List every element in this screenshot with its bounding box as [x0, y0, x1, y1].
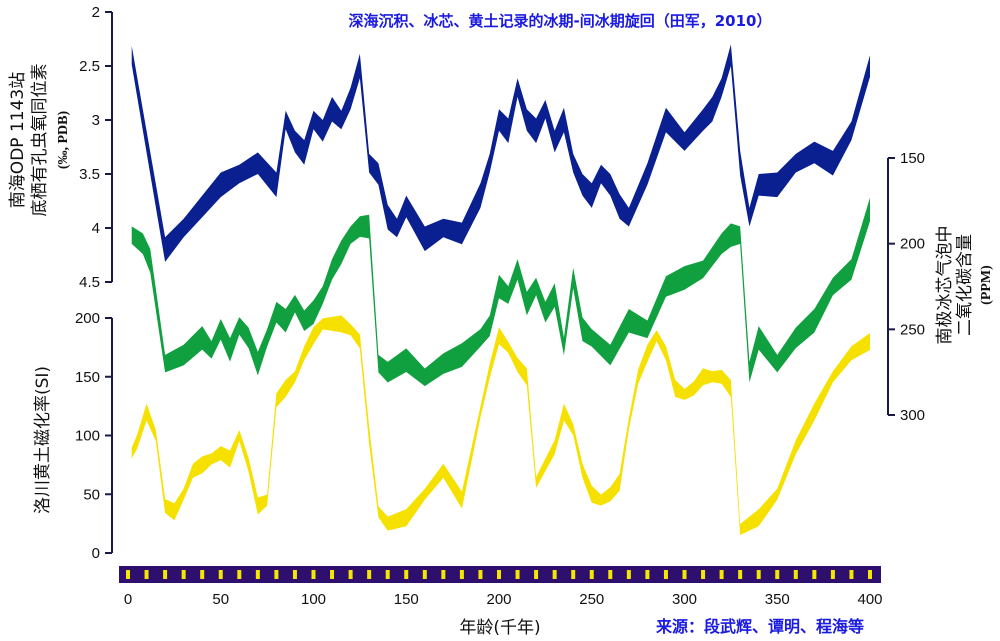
- timeline-marker: [868, 570, 872, 579]
- y-tick-label: 150: [900, 150, 925, 167]
- y-tick-label: 3.5: [79, 166, 100, 183]
- x-tick-label: 100: [301, 591, 326, 608]
- timeline-marker: [756, 570, 761, 579]
- timeline-marker: [571, 570, 576, 579]
- right-axis-label: 南极冰芯气泡中 二氧化碳含量 (PPM): [935, 226, 994, 345]
- timeline-marker: [311, 570, 316, 579]
- timeline-marker: [348, 570, 353, 579]
- y-tick-label: 200: [900, 236, 925, 253]
- left-top-axis-label-line1: 南海ODP 1143站: [8, 72, 28, 208]
- timeline-marker: [812, 570, 817, 579]
- y-tick-label: 200: [75, 310, 100, 327]
- timeline-marker: [274, 570, 279, 579]
- y-tick-label: 4: [92, 220, 100, 237]
- timeline-marker: [682, 570, 687, 579]
- x-tick-label: 150: [394, 591, 419, 608]
- left-top-axis-unit: (‰, PDB): [56, 111, 71, 170]
- timeline-marker: [292, 570, 297, 579]
- timeline-marker: [144, 570, 149, 579]
- right-axis-label-line2: 二氧化碳含量: [955, 234, 975, 336]
- timeline-marker: [515, 570, 520, 579]
- timeline-marker: [404, 570, 409, 579]
- timeline-marker: [330, 570, 335, 579]
- timeline-marker: [701, 570, 706, 579]
- timeline-marker: [497, 570, 501, 579]
- x-tick-label: 50: [212, 591, 229, 608]
- timeline-marker: [552, 570, 557, 579]
- series-layer: [131, 44, 870, 536]
- left-top-axis-label: 南海ODP 1143站 底栖有孔虫氧同位素 (‰, PDB): [8, 64, 71, 217]
- axis-left-bottom: 0 50 100 150 200: [75, 310, 113, 562]
- y-tick-label: 2: [92, 4, 100, 21]
- timeline-marker: [126, 570, 130, 579]
- y-tick-label: 4.5: [79, 274, 100, 291]
- timeline-marker: [237, 570, 242, 579]
- timeline-marker: [478, 570, 483, 579]
- y-tick-label: 50: [83, 486, 100, 503]
- x-axis-label: 年龄(千年): [459, 618, 540, 638]
- left-bottom-axis-label-text: 洛川黄土磁化率(SI): [33, 366, 53, 514]
- timeline-bar: [119, 566, 881, 583]
- series-band: [131, 197, 870, 387]
- chart-title: 深海沉积、冰芯、黄土记录的冰期-间冰期旋回（田军，2010）: [349, 12, 772, 30]
- x-tick-label: 200: [486, 591, 511, 608]
- timeline-marker: [645, 570, 650, 579]
- timeline-marker: [181, 570, 186, 579]
- x-tick-label: 250: [579, 591, 604, 608]
- axis-left-top: 2 2.5 3 3.5 4 4.5: [79, 4, 113, 291]
- left-top-axis-label-line2: 底栖有孔虫氧同位素: [30, 64, 50, 217]
- series-band: [131, 44, 870, 262]
- timeline-marker: [441, 570, 446, 579]
- right-axis-label-line1: 南极冰芯气泡中: [935, 226, 955, 345]
- source-credit: 来源：段武辉、谭明、程海等: [655, 617, 864, 636]
- timeline-marker: [385, 570, 390, 579]
- y-tick-label: 150: [75, 369, 100, 386]
- x-tick-label: 400: [857, 591, 882, 608]
- y-tick-label: 0: [92, 545, 100, 562]
- timeline-marker: [255, 570, 260, 579]
- timeline-marker: [663, 570, 668, 579]
- timeline-marker: [218, 570, 223, 579]
- timeline-marker: [775, 570, 780, 579]
- series-0: [131, 44, 870, 262]
- x-tick-label: 300: [672, 591, 697, 608]
- x-tick-label: 0: [124, 591, 132, 608]
- timeline-marker: [367, 570, 372, 579]
- y-tick-label: 2.5: [79, 58, 100, 75]
- timeline-marker: [608, 570, 613, 579]
- timeline-marker: [738, 570, 743, 579]
- left-bottom-axis-label: 洛川黄土磁化率(SI): [33, 366, 53, 514]
- timeline-marker: [830, 570, 835, 579]
- x-tick-label: 350: [765, 591, 790, 608]
- y-tick-label: 100: [75, 428, 100, 445]
- x-axis-ticks: 0 50 100 150 200 250 300 350 400: [124, 591, 883, 608]
- timeline-marker: [849, 570, 854, 579]
- timeline-marker: [626, 570, 631, 579]
- timeline-marker: [459, 570, 464, 579]
- timeline-marker: [534, 570, 539, 579]
- y-tick-label: 250: [900, 321, 925, 338]
- timeline-marker: [163, 570, 168, 579]
- series-1: [131, 197, 870, 387]
- timeline-marker: [200, 570, 205, 579]
- axis-right: 150 200 250 300: [887, 150, 925, 424]
- timeline-marker: [422, 570, 427, 579]
- right-axis-unit: (PPM): [979, 265, 994, 305]
- timeline-marker: [719, 570, 724, 579]
- timeline-marker: [589, 570, 594, 579]
- y-tick-label: 3: [92, 112, 100, 129]
- timeline-marker: [793, 570, 798, 579]
- y-tick-label: 300: [900, 407, 925, 424]
